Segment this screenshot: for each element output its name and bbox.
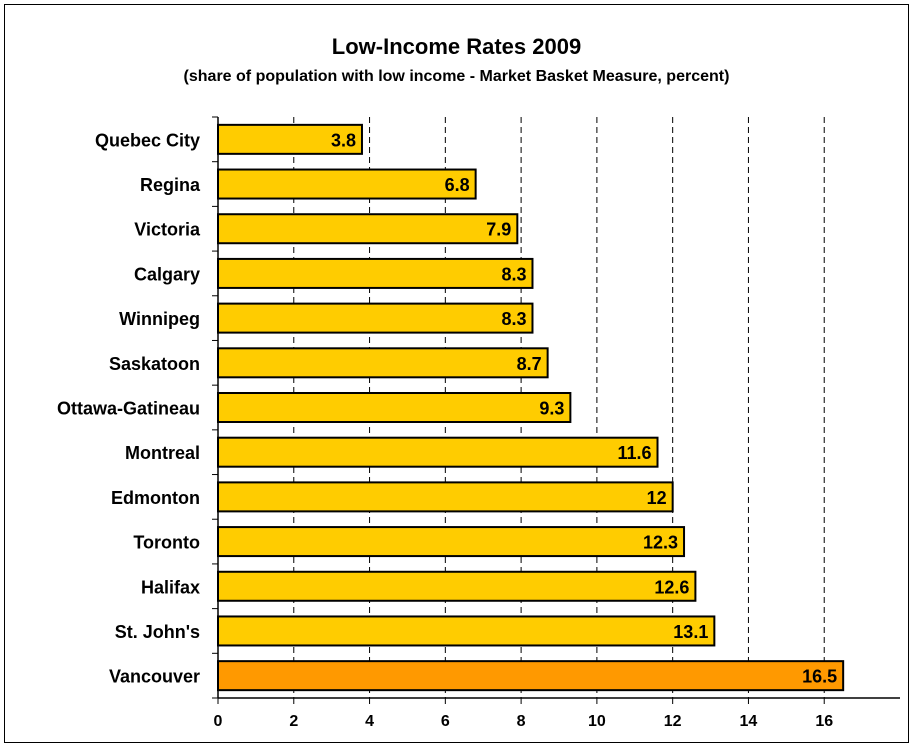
x-tick-label: 14 xyxy=(740,713,758,730)
category-label: Quebec City xyxy=(95,130,200,150)
category-label: Ottawa-Gatineau xyxy=(57,399,200,419)
bar xyxy=(217,481,674,513)
bar xyxy=(217,347,549,379)
data-label: 7.9 xyxy=(486,220,511,240)
data-label: 8.3 xyxy=(501,309,526,329)
category-label: Edmonton xyxy=(111,488,200,508)
data-label: 12 xyxy=(647,488,667,508)
x-tick-label: 2 xyxy=(289,713,298,730)
data-label: 11.6 xyxy=(617,443,651,463)
bar xyxy=(217,436,659,468)
bar xyxy=(217,257,534,289)
bar xyxy=(217,213,519,245)
x-tick-label: 16 xyxy=(815,713,833,730)
bar xyxy=(217,168,477,200)
data-label: 8.3 xyxy=(501,264,526,284)
data-label: 16.5 xyxy=(802,667,837,687)
category-label: Victoria xyxy=(134,220,201,240)
category-label: Saskatoon xyxy=(109,354,200,374)
category-label: Vancouver xyxy=(109,667,200,687)
labels: 0 2 4 6 8 10 12 14 16 3.8 Quebec City 6.8 Regina 7.9 V… xyxy=(57,130,837,730)
bar xyxy=(217,615,716,647)
axes xyxy=(212,116,900,704)
data-label: 9.3 xyxy=(539,399,564,419)
category-label: Montreal xyxy=(125,443,200,463)
category-label: Halifax xyxy=(141,577,200,597)
data-label: 6.8 xyxy=(445,175,470,195)
bar xyxy=(217,302,534,334)
x-tick-label: 8 xyxy=(517,713,526,730)
category-label: Toronto xyxy=(133,533,200,553)
category-label: Regina xyxy=(140,175,201,195)
x-tick-label: 4 xyxy=(365,713,374,730)
bar xyxy=(217,660,845,692)
bar xyxy=(217,570,697,602)
data-label: 13.1 xyxy=(673,622,708,642)
bar xyxy=(217,526,686,558)
category-label: St. John's xyxy=(115,622,200,642)
data-label: 12.6 xyxy=(654,577,689,597)
data-label: 12.3 xyxy=(643,533,678,553)
bar xyxy=(217,392,572,423)
x-tick-label: 10 xyxy=(588,713,606,730)
x-tick-label: 6 xyxy=(441,713,450,730)
data-label: 8.7 xyxy=(517,354,542,374)
chart-title: Low-Income Rates 2009 xyxy=(331,34,582,59)
bars xyxy=(217,123,845,692)
chart-subtitle: (share of population with low income - M… xyxy=(183,68,730,85)
x-tick-label: 12 xyxy=(664,713,682,730)
category-label: Calgary xyxy=(134,264,200,284)
x-tick-label: 0 xyxy=(214,713,223,730)
data-label: 3.8 xyxy=(331,130,356,150)
category-label: Winnipeg xyxy=(119,309,200,329)
